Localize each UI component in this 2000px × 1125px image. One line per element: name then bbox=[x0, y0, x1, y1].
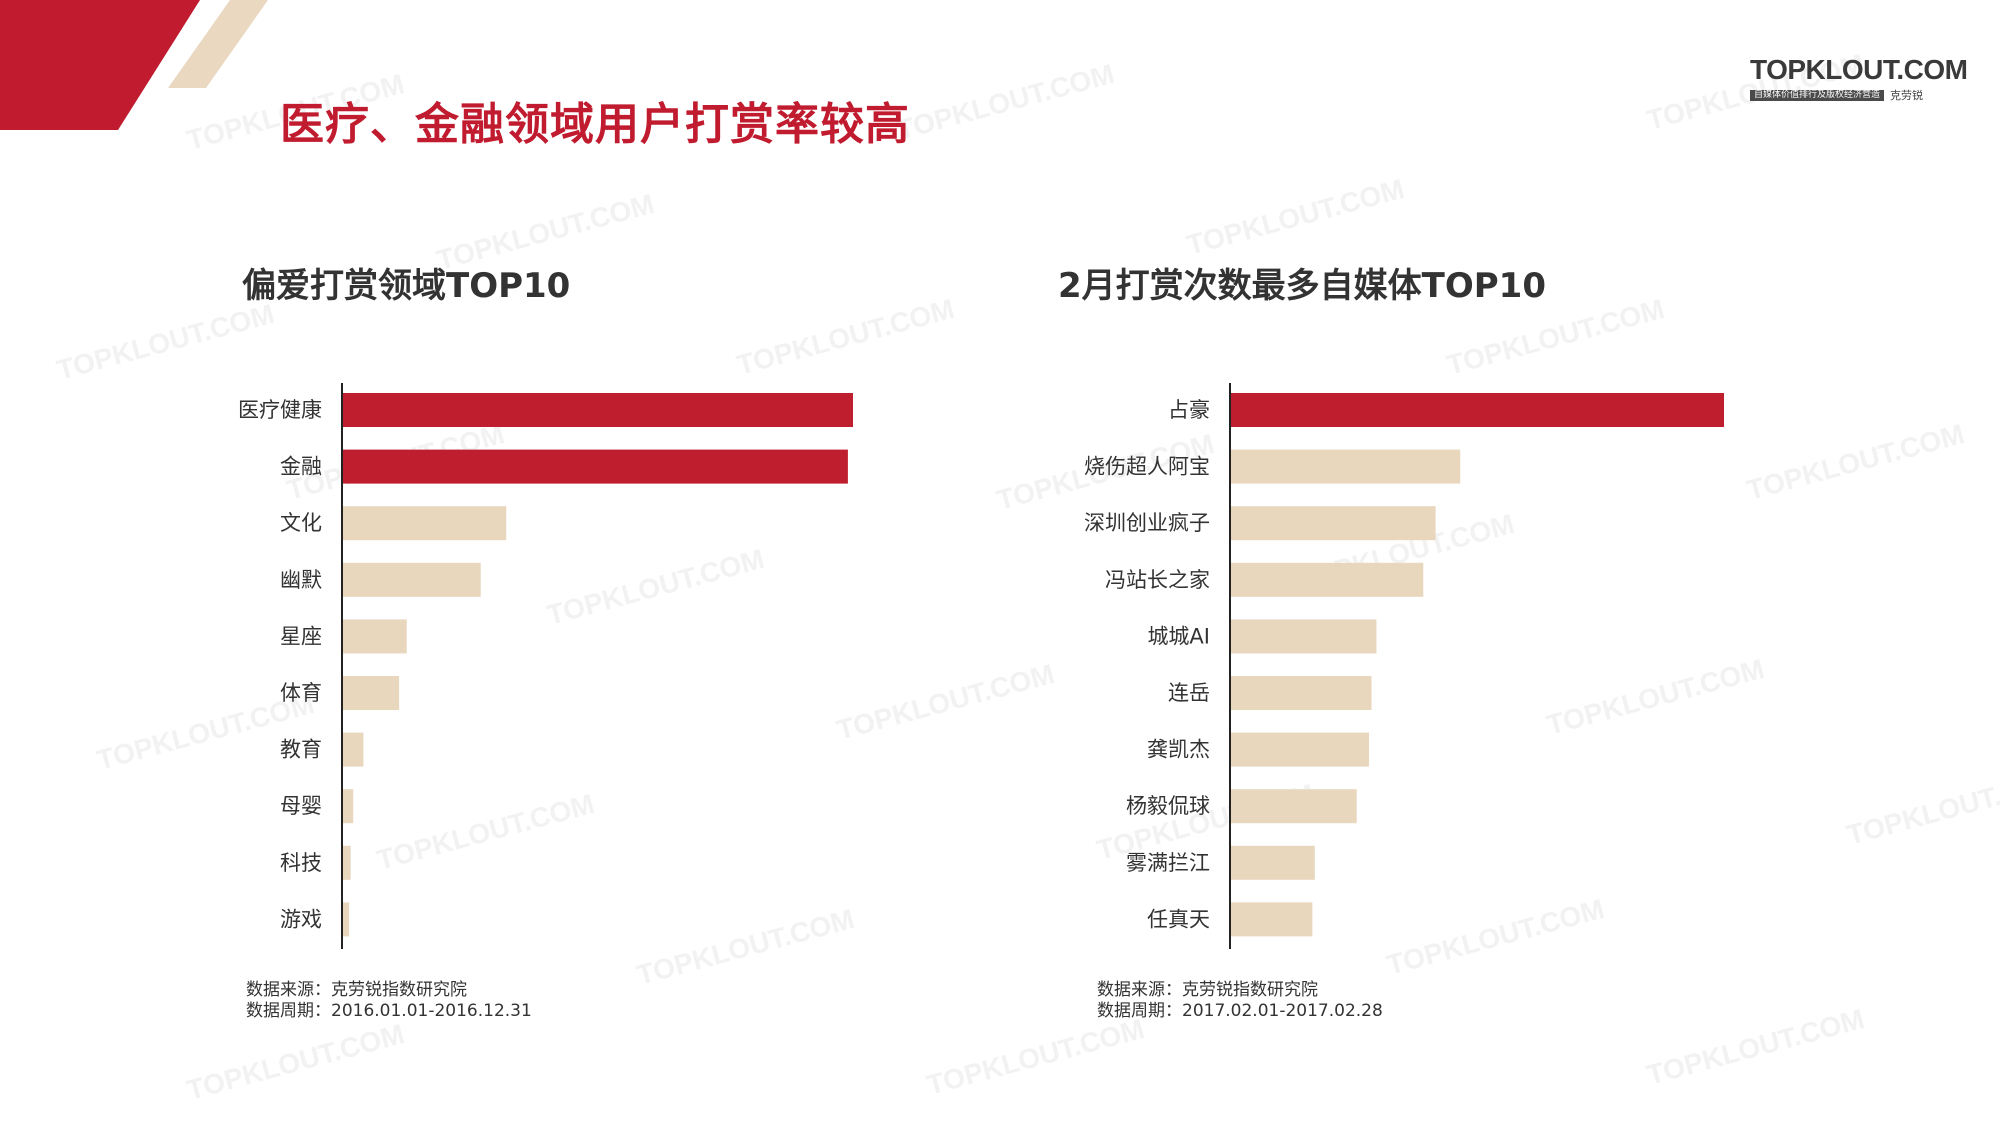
right-category-label-8: 杨毅侃球 bbox=[1126, 794, 1210, 818]
right-bar-7 bbox=[1231, 732, 1370, 767]
right-bar-8 bbox=[1231, 789, 1357, 824]
right-category-label-5: 城城AI bbox=[1147, 624, 1210, 648]
left-bar-1 bbox=[343, 393, 853, 427]
watermark-24: TOPKLOUT.COM bbox=[1644, 1003, 1868, 1091]
corner-decoration bbox=[0, 0, 268, 130]
right-category-label-2: 烧伤超人阿宝 bbox=[1084, 455, 1210, 479]
watermark-2: TOPKLOUT.COM bbox=[894, 58, 1118, 146]
right-category-label-6: 连岳 bbox=[1168, 681, 1210, 705]
right-bar-6 bbox=[1231, 676, 1372, 710]
right-bar-3 bbox=[1231, 506, 1436, 541]
left-category-label-4: 幽默 bbox=[280, 568, 322, 592]
right-footnote: 数据来源：克劳锐指数研究院 数据周期：2017.02.01-2017.02.28 bbox=[1097, 980, 1383, 1022]
left-category-label-2: 金融 bbox=[280, 455, 322, 479]
watermark-22: TOPKLOUT.COM bbox=[184, 1018, 408, 1106]
left-bar-7 bbox=[343, 732, 364, 767]
watermark-11: TOPKLOUT.COM bbox=[1744, 418, 1968, 506]
left-category-label-8: 母婴 bbox=[280, 794, 322, 818]
logo-subline: 自媒体价值排行及版权经济营造 克劳锐 bbox=[1750, 87, 1960, 103]
logo-tagline: 自媒体价值排行及版权经济营造 bbox=[1750, 89, 1885, 101]
left-bar-9 bbox=[343, 845, 351, 880]
left-category-label-3: 文化 bbox=[280, 511, 322, 535]
corner-red-shape bbox=[0, 0, 200, 130]
right-bar-1 bbox=[1231, 393, 1724, 427]
brand-logo: TOPKLOUT.COM 自媒体价值排行及版权经济营造 克劳锐 bbox=[1750, 54, 1968, 103]
watermark-23: TOPKLOUT.COM bbox=[924, 1013, 1148, 1101]
left-category-label-9: 科技 bbox=[280, 851, 322, 875]
right-bar-2 bbox=[1231, 449, 1461, 484]
left-bar-8 bbox=[343, 789, 354, 824]
left-bar-3 bbox=[343, 506, 507, 541]
right-category-label-7: 龚凯杰 bbox=[1147, 738, 1210, 762]
left-category-label-7: 教育 bbox=[280, 738, 322, 762]
right-chart-title: 2月打赏次数最多自媒体TOP10 bbox=[1058, 266, 1546, 306]
left-bar-5 bbox=[343, 619, 407, 654]
watermark-19: TOPKLOUT.COM bbox=[1844, 763, 2000, 851]
right-footnote-period: 数据周期：2017.02.01-2017.02.28 bbox=[1097, 1001, 1383, 1021]
right-category-label-10: 任真天 bbox=[1147, 907, 1210, 931]
right-category-label-9: 雾满拦江 bbox=[1126, 851, 1210, 875]
left-footnote-period: 数据周期：2016.01.01-2016.12.31 bbox=[246, 1001, 532, 1021]
left-category-label-6: 体育 bbox=[280, 681, 322, 705]
right-bar-5 bbox=[1231, 619, 1377, 654]
left-footnote-source: 数据来源：克劳锐指数研究院 bbox=[246, 980, 467, 1000]
right-category-label-1: 占豪 bbox=[1168, 398, 1210, 422]
logo-cn-name: 克劳锐 bbox=[1890, 89, 1924, 102]
left-category-label-1: 医疗健康 bbox=[238, 398, 322, 422]
logo-text: TOPKLOUT.COM bbox=[1750, 54, 1968, 85]
left-bar-4 bbox=[343, 562, 481, 597]
watermark-5: TOPKLOUT.COM bbox=[1184, 173, 1408, 261]
corner-beige-stripe bbox=[168, 0, 268, 88]
right-bar-4 bbox=[1231, 562, 1424, 597]
watermark-7: TOPKLOUT.COM bbox=[734, 293, 958, 381]
right-footnote-source: 数据来源：克劳锐指数研究院 bbox=[1097, 980, 1318, 1000]
right-bar-9 bbox=[1231, 845, 1315, 880]
right-category-label-4: 冯站长之家 bbox=[1105, 568, 1210, 592]
left-footnote: 数据来源：克劳锐指数研究院 数据周期：2016.01.01-2016.12.31 bbox=[246, 980, 532, 1022]
watermark-6: TOPKLOUT.COM bbox=[54, 298, 278, 386]
left-bar-10 bbox=[343, 902, 350, 937]
right-category-label-3: 深圳创业疯子 bbox=[1084, 511, 1210, 535]
left-bar-6 bbox=[343, 676, 400, 710]
right-bar-10 bbox=[1231, 902, 1313, 937]
left-category-label-5: 星座 bbox=[280, 624, 322, 648]
left-chart-title: 偏爱打赏领域TOP10 bbox=[242, 266, 571, 306]
page-title: 医疗、金融领域用户打赏率较高 bbox=[280, 99, 910, 150]
left-bar-2 bbox=[343, 449, 848, 484]
left-category-label-10: 游戏 bbox=[280, 907, 322, 931]
